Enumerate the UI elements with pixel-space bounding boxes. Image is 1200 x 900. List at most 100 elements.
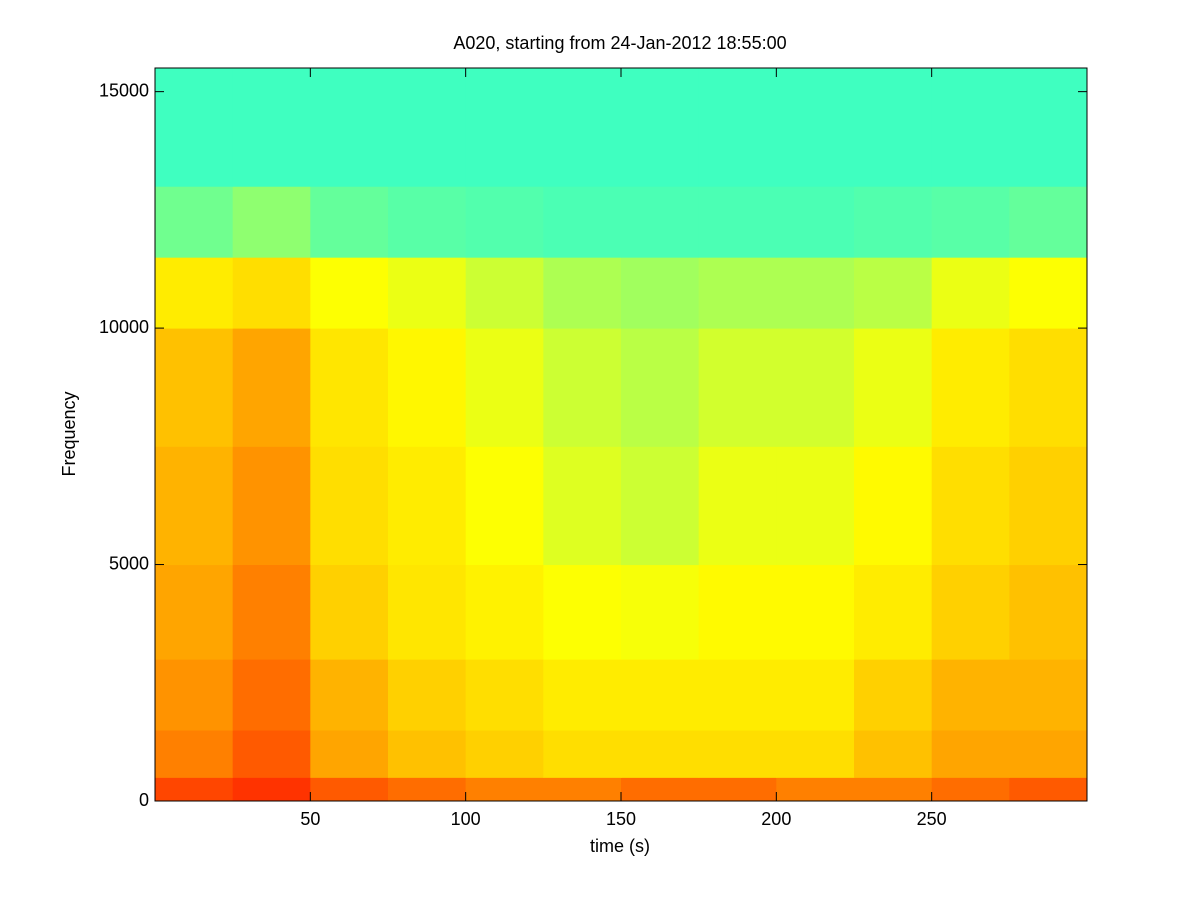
y-tick-label: 10000 [99, 317, 149, 337]
heat-cell [310, 446, 389, 566]
heat-cell [854, 730, 933, 778]
heat-cell [698, 186, 777, 258]
heat-cell [1009, 446, 1088, 566]
heat-cell [232, 730, 311, 778]
heat-cell [543, 730, 622, 778]
heat-cell [155, 446, 234, 566]
heat-cell [1009, 777, 1088, 802]
heat-cell [388, 659, 467, 731]
heat-cell [621, 777, 700, 802]
heat-cell [465, 68, 544, 187]
heat-cell [155, 659, 234, 731]
heat-cell [543, 446, 622, 566]
heat-cell [232, 777, 311, 802]
heat-cell [776, 777, 855, 802]
heat-cell [310, 68, 389, 187]
heat-cell [621, 564, 700, 660]
heat-cell [854, 777, 933, 802]
heat-cell [621, 68, 700, 187]
heat-cell [543, 186, 622, 258]
heat-cell [310, 730, 389, 778]
heat-cell [465, 777, 544, 802]
heat-cell [388, 68, 467, 187]
heat-cell [155, 257, 234, 329]
heat-cell [1009, 328, 1088, 447]
heat-cell [854, 659, 933, 731]
heat-cell [155, 186, 234, 258]
heat-cell [155, 730, 234, 778]
heat-cell [465, 328, 544, 447]
heat-cell [465, 446, 544, 566]
heat-cell [1009, 564, 1088, 660]
heat-cell [854, 186, 933, 258]
heat-cell [543, 68, 622, 187]
x-tick-label: 50 [300, 809, 320, 829]
y-tick-label: 5000 [109, 553, 149, 573]
heat-cell [854, 564, 933, 660]
heat-cell [621, 446, 700, 566]
heat-cell [465, 659, 544, 731]
heat-cell [232, 446, 311, 566]
heat-cell [388, 730, 467, 778]
x-tick-label: 250 [917, 809, 947, 829]
y-tick-label: 0 [139, 790, 149, 810]
heat-cell [776, 730, 855, 778]
x-axis-label: time (s) [590, 836, 650, 856]
heat-cell [310, 257, 389, 329]
heat-cell [232, 68, 311, 187]
heat-cell [931, 659, 1010, 731]
heat-cell [776, 328, 855, 447]
heat-cell [776, 659, 855, 731]
heat-cell [854, 68, 933, 187]
heat-cell [543, 777, 622, 802]
heat-cell [931, 68, 1010, 187]
heat-cell [931, 446, 1010, 566]
heat-cell [465, 257, 544, 329]
heat-cell [232, 328, 311, 447]
heat-cell [310, 777, 389, 802]
heat-cell [155, 777, 234, 802]
heat-cell [698, 257, 777, 329]
heat-cell [698, 446, 777, 566]
heat-cell [698, 730, 777, 778]
heat-cell [931, 328, 1010, 447]
heat-cell [543, 659, 622, 731]
heat-cell [388, 446, 467, 566]
heat-cell [698, 777, 777, 802]
heat-cell [232, 564, 311, 660]
heat-cell [1009, 730, 1088, 778]
heat-cell [698, 659, 777, 731]
heat-cell [854, 446, 933, 566]
y-tick-label: 15000 [99, 80, 149, 100]
heat-cell [776, 446, 855, 566]
heat-cell [1009, 659, 1088, 731]
heat-cell [776, 186, 855, 258]
y-axis-label: Frequency [59, 391, 79, 476]
x-tick-label: 100 [451, 809, 481, 829]
heat-cell [621, 257, 700, 329]
heat-cell [621, 659, 700, 731]
heat-cell [931, 777, 1010, 802]
heat-cell [776, 257, 855, 329]
heat-cell [931, 186, 1010, 258]
heat-cell [931, 730, 1010, 778]
heat-cell [388, 777, 467, 802]
heat-cell [854, 257, 933, 329]
heat-cell [931, 564, 1010, 660]
heat-cell [232, 186, 311, 258]
heat-cell [698, 68, 777, 187]
heat-cell [543, 328, 622, 447]
heat-cell [388, 328, 467, 447]
heat-cell [543, 564, 622, 660]
heat-cell [310, 186, 389, 258]
heat-cell [310, 328, 389, 447]
heat-cell [310, 659, 389, 731]
heat-cell [155, 68, 234, 187]
heat-cell [621, 328, 700, 447]
heat-cell [465, 564, 544, 660]
heat-cell [155, 328, 234, 447]
heat-cell [1009, 257, 1088, 329]
heat-cell [310, 564, 389, 660]
